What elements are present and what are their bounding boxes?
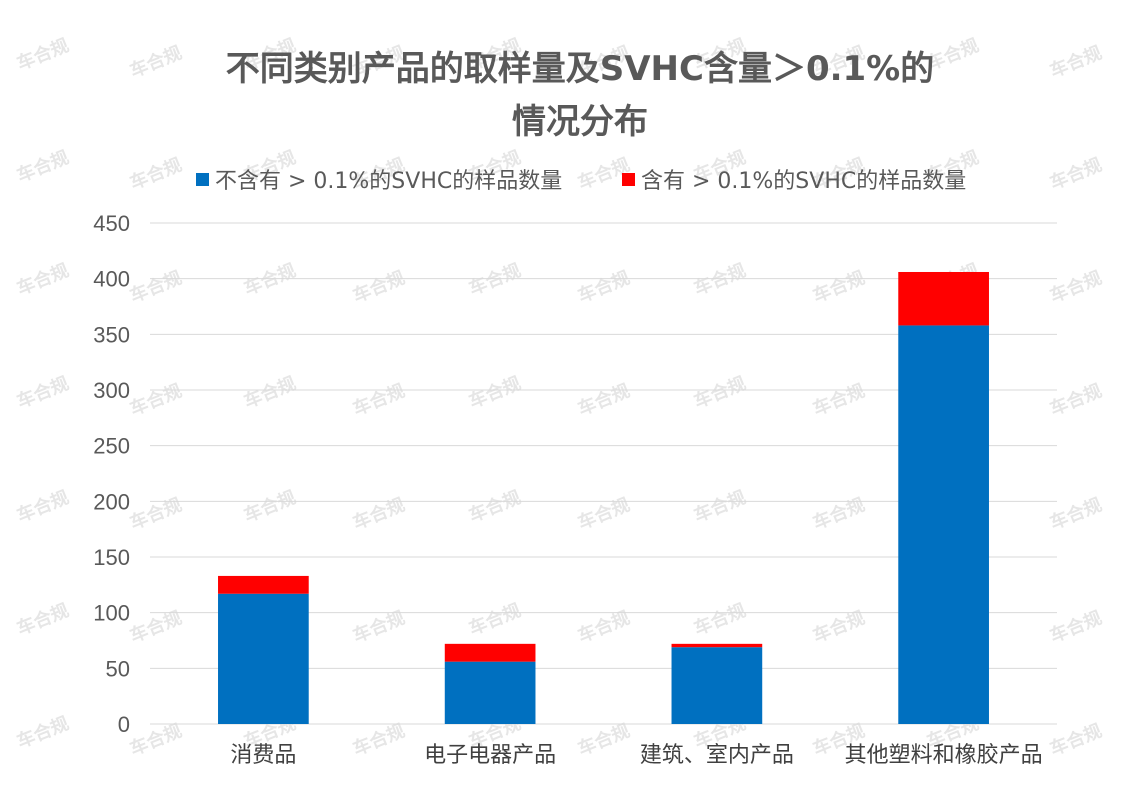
bar-segment-with-svhc bbox=[444, 643, 536, 662]
bar-segment-with-svhc bbox=[898, 271, 989, 326]
y-tick-label: 450 bbox=[93, 211, 130, 236]
bar-segment-with-svhc bbox=[671, 643, 763, 648]
watermark-text: 车合规 bbox=[466, 259, 524, 300]
watermark-text: 车合规 bbox=[466, 486, 524, 527]
watermark-text: 车合规 bbox=[350, 494, 408, 535]
y-axis-ticks: 0 50 100 150 200 250 300 350 400 450 bbox=[93, 211, 130, 737]
watermark-text: 车合规 bbox=[127, 380, 185, 421]
watermark-text: 车合规 bbox=[1047, 154, 1105, 195]
bar-segment-with-svhc bbox=[218, 575, 309, 594]
watermark-text: 车合规 bbox=[1047, 720, 1105, 761]
watermark-text: 车合规 bbox=[575, 267, 633, 308]
x-axis-categories: 消费品 电子电器产品 建筑、室内产品 其他塑料和橡胶产品 bbox=[230, 743, 1042, 768]
y-tick-label: 50 bbox=[106, 656, 130, 681]
watermark-text: 车合规 bbox=[575, 720, 633, 761]
y-tick-label: 400 bbox=[93, 267, 130, 292]
x-category-label: 消费品 bbox=[230, 743, 296, 768]
watermark-text: 车合规 bbox=[350, 380, 408, 421]
watermark-text: 车合规 bbox=[127, 42, 185, 83]
y-tick-label: 350 bbox=[93, 322, 130, 347]
legend-label-no-svhc: 不含有 > 0.1%的SVHC的样品数量 bbox=[215, 169, 562, 194]
x-category-label: 其他塑料和橡胶产品 bbox=[845, 743, 1043, 768]
bar-segment-no-svhc bbox=[898, 325, 989, 724]
watermark-text: 车合规 bbox=[1047, 267, 1105, 308]
watermark-text: 车合规 bbox=[241, 372, 299, 413]
y-tick-label: 150 bbox=[93, 545, 130, 570]
watermark-text: 车合规 bbox=[575, 380, 633, 421]
watermark-text: 车合规 bbox=[810, 380, 868, 421]
watermark-text: 车合规 bbox=[691, 259, 749, 300]
y-tick-label: 200 bbox=[93, 489, 130, 514]
watermark-text: 车合规 bbox=[14, 486, 72, 527]
watermark-text: 车合规 bbox=[691, 372, 749, 413]
watermark-text: 车合规 bbox=[350, 267, 408, 308]
bar-segment-no-svhc bbox=[671, 647, 763, 724]
watermark-text: 车合规 bbox=[127, 267, 185, 308]
legend-swatch-no-svhc bbox=[196, 173, 209, 186]
watermark-text: 车合规 bbox=[127, 720, 185, 761]
watermark-text: 车合规 bbox=[691, 599, 749, 640]
watermark-text: 车合规 bbox=[810, 494, 868, 535]
watermark-text: 车合规 bbox=[14, 259, 72, 300]
x-category-label: 建筑、室内产品 bbox=[640, 743, 794, 768]
watermark-text: 车合规 bbox=[127, 494, 185, 535]
x-category-label: 电子电器产品 bbox=[424, 743, 556, 768]
y-tick-label: 250 bbox=[93, 434, 130, 459]
watermark-text: 车合规 bbox=[466, 599, 524, 640]
chart-title-line-1: 不同类别产品的取样量及SVHC含量＞0.1%的 bbox=[226, 49, 935, 89]
chart-title-line-2: 情况分布 bbox=[512, 102, 648, 142]
watermark-text: 车合规 bbox=[466, 372, 524, 413]
y-tick-label: 0 bbox=[118, 712, 130, 737]
watermark-text: 车合规 bbox=[14, 34, 72, 75]
watermark-text: 车合规 bbox=[810, 267, 868, 308]
y-tick-label: 300 bbox=[93, 378, 130, 403]
legend: 不含有 > 0.1%的SVHC的样品数量 含有 > 0.1%的SVHC的样品数量 bbox=[196, 169, 966, 194]
watermark-text: 车合规 bbox=[127, 154, 185, 195]
watermark-text: 车合规 bbox=[14, 599, 72, 640]
y-tick-label: 100 bbox=[93, 601, 130, 626]
watermark-text: 车合规 bbox=[241, 259, 299, 300]
bar-segment-no-svhc bbox=[218, 593, 309, 724]
watermark-text: 车合规 bbox=[1047, 42, 1105, 83]
legend-swatch-with-svhc bbox=[622, 173, 635, 186]
watermark-text: 车合规 bbox=[1047, 494, 1105, 535]
watermark-text: 车合规 bbox=[1047, 380, 1105, 421]
watermark-text: 车合规 bbox=[14, 712, 72, 753]
watermark-text: 车合规 bbox=[691, 486, 749, 527]
legend-label-with-svhc: 含有 > 0.1%的SVHC的样品数量 bbox=[641, 169, 966, 194]
watermark-text: 车合规 bbox=[350, 720, 408, 761]
watermark-text: 车合规 bbox=[14, 146, 72, 187]
bar-segment-no-svhc bbox=[444, 661, 536, 724]
bars bbox=[218, 271, 989, 724]
watermark-text: 车合规 bbox=[241, 486, 299, 527]
watermark-text: 车合规 bbox=[14, 372, 72, 413]
watermark-text: 车合规 bbox=[575, 494, 633, 535]
